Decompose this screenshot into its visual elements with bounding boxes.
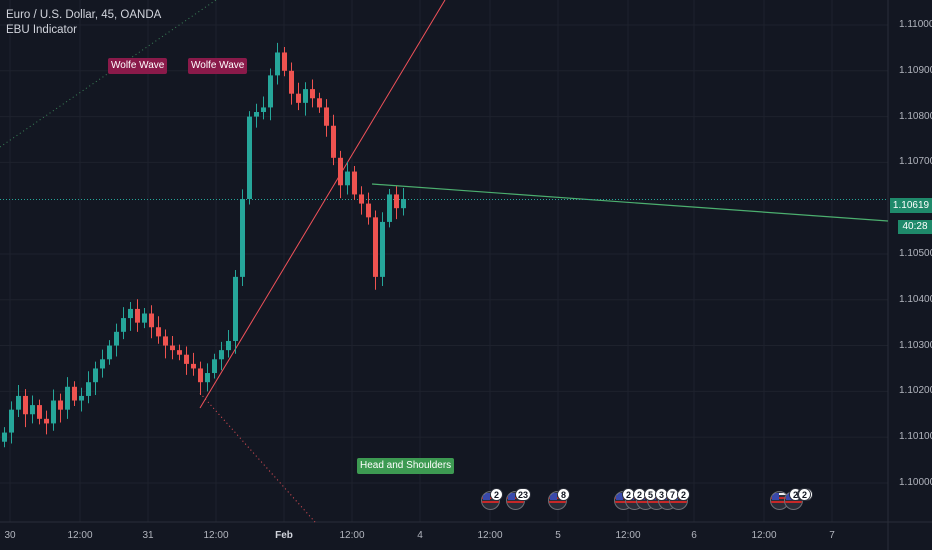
time-tick-label: 12:00 xyxy=(339,530,365,541)
candle-body xyxy=(23,395,28,415)
candle-body xyxy=(149,313,154,328)
indicator-name[interactable]: EBU Indicator xyxy=(6,24,77,36)
candle-body xyxy=(30,405,35,415)
price-tick-label: 1.10800 xyxy=(899,110,932,122)
candle-body xyxy=(401,199,406,209)
candle-body xyxy=(163,336,168,346)
candle-body xyxy=(387,194,392,222)
candle-body xyxy=(254,112,259,117)
candle-body xyxy=(128,308,133,319)
price-tick-label: 1.11000 xyxy=(899,19,932,30)
wolfe-line xyxy=(199,0,446,409)
candle-body xyxy=(37,405,42,419)
candle-body xyxy=(373,217,378,277)
candle-body xyxy=(72,386,77,401)
event-count-badge[interactable]: 23 xyxy=(515,488,532,501)
event-count-badge[interactable]: 2 xyxy=(677,488,690,501)
price-tick-label: 1.10400 xyxy=(899,293,932,305)
candle-body xyxy=(9,409,14,433)
candle-body xyxy=(219,350,224,360)
trend-line xyxy=(371,183,889,222)
candle-body xyxy=(261,107,266,113)
candle-body xyxy=(380,221,385,277)
candle-body xyxy=(352,171,357,195)
candle-body xyxy=(212,359,217,374)
candle-body xyxy=(282,52,287,71)
price-tick-label: 1.10300 xyxy=(899,339,932,351)
candle-body xyxy=(317,98,322,108)
candle-body xyxy=(233,276,238,341)
candle-body xyxy=(275,52,280,76)
chart-legend: Euro / U.S. Dollar, 45, OANDA EBU Indica… xyxy=(6,8,161,38)
candle-body xyxy=(268,75,273,108)
event-count-badge[interactable]: 2 xyxy=(490,488,503,501)
current-price-tag: 1.10619 xyxy=(890,198,932,213)
price-tick-label: 1.10900 xyxy=(899,64,932,76)
candle-body xyxy=(247,116,252,200)
candle-body xyxy=(16,395,21,410)
candle-body xyxy=(345,171,350,186)
head-and-shoulders-label[interactable]: Head and Shoulders xyxy=(357,458,455,474)
candle-body xyxy=(303,89,308,103)
price-tick-label: 1.10700 xyxy=(899,156,932,168)
candle-body xyxy=(142,313,147,323)
candle-body xyxy=(177,350,182,355)
time-tick-label: 6 xyxy=(691,530,697,541)
symbol-title[interactable]: Euro / U.S. Dollar, 45, OANDA xyxy=(6,9,162,21)
candle-body xyxy=(205,373,210,383)
candle-body xyxy=(240,199,245,277)
candle-body xyxy=(310,89,315,99)
wolfe-wave-label[interactable]: Wolfe Wave xyxy=(108,58,168,74)
candle-body xyxy=(121,318,126,332)
candle-body xyxy=(359,194,364,204)
candle-body xyxy=(107,345,112,360)
candle-body xyxy=(394,194,399,209)
candle-body xyxy=(191,363,196,369)
candle-body xyxy=(198,368,203,383)
candle-body xyxy=(135,308,140,323)
candle-body xyxy=(289,70,294,94)
candle-body xyxy=(338,157,343,186)
candle-body xyxy=(114,331,119,346)
candle-body xyxy=(86,382,91,396)
time-tick-label: 4 xyxy=(417,530,423,541)
time-tick-label: 12:00 xyxy=(751,530,777,541)
time-tick-label: 7 xyxy=(829,530,835,541)
candle-body xyxy=(100,359,105,369)
event-count-badge[interactable]: 8 xyxy=(557,488,570,501)
candle-body xyxy=(156,327,161,337)
bar-countdown-tag: 40:28 xyxy=(898,220,932,234)
time-tick-label: 12:00 xyxy=(203,530,229,541)
candle-body xyxy=(296,93,301,103)
time-tick-label: 12:00 xyxy=(477,530,503,541)
candle-body xyxy=(58,400,63,410)
time-tick-label: 12:00 xyxy=(615,530,641,541)
candle-body xyxy=(184,354,189,364)
candle-body xyxy=(51,400,56,424)
price-tick-label: 1.10200 xyxy=(899,385,932,397)
event-count-badge[interactable]: 2 xyxy=(798,488,811,501)
wolfe-wave-label[interactable]: Wolfe Wave xyxy=(188,58,248,74)
candle-body xyxy=(170,345,175,351)
candle-body xyxy=(226,340,231,351)
time-tick-label: 30 xyxy=(4,530,16,541)
candle-body xyxy=(324,107,329,126)
candle-body xyxy=(44,418,49,424)
candle-body xyxy=(65,386,70,410)
time-tick-label: 12:00 xyxy=(67,530,93,541)
candle-body xyxy=(2,432,7,442)
time-tick-label: Feb xyxy=(275,530,293,541)
wolfe-dotted-line xyxy=(199,392,316,523)
price-tick-label: 1.10000 xyxy=(899,476,932,488)
price-tick-label: 1.10100 xyxy=(899,431,932,443)
candle-body xyxy=(79,395,84,401)
candle-body xyxy=(366,203,371,218)
candle-body xyxy=(331,125,336,158)
time-tick-label: 5 xyxy=(555,530,561,541)
candle-body xyxy=(93,368,98,383)
time-tick-label: 31 xyxy=(142,530,154,541)
price-tick-label: 1.10500 xyxy=(899,247,932,259)
